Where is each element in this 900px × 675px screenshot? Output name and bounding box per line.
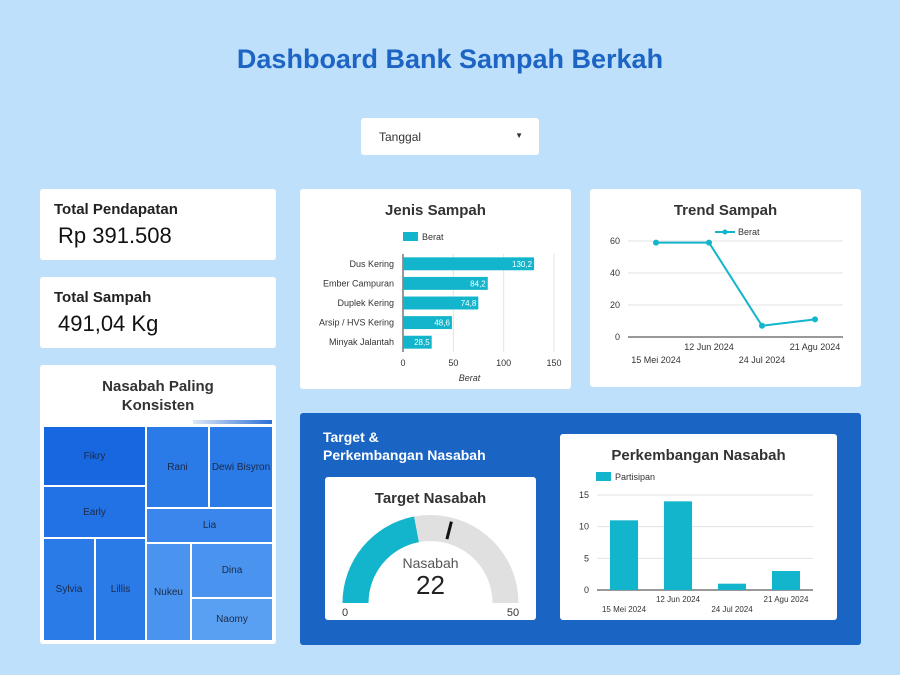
treemap-cell[interactable]: Dina [191,543,273,598]
bar [403,276,488,290]
legend-swatch [403,232,418,241]
perkembangan-chart: Partisipan 0 5 10 15 15 Mei 2024 12 Jun 2024 24… [579,472,813,614]
treemap: Fikry Rani Dewi Bisyron Early Lia Sylvia… [43,426,273,641]
x-tick-label: 21 Agu 2024 [790,342,841,352]
treemap-cell[interactable]: Nukeu [146,543,191,641]
gauge-min-label: 0 [342,607,348,619]
x-tick-label: 12 Jun 2024 [684,342,734,352]
gauge-card: Target Nasabah Nasabah 22 0 50 [325,477,536,620]
target-panel-title-line2: Perkembangan Nasabah [323,447,486,463]
y-tick-label: 0 [584,585,589,595]
treemap-cell[interactable]: Sylvia [43,538,95,641]
gauge-label: Nasabah [402,555,458,571]
category-label: Ember Campuran [323,278,394,288]
treemap-card: Nasabah Paling Konsisten Fikry Rani Dewi… [40,365,276,644]
trend-sampah-title: Trend Sampah [673,202,778,219]
legend-label: Berat [738,227,760,237]
treemap-cell[interactable]: Lia [146,508,273,543]
legend-marker [722,229,728,235]
x-tick-label: 24 Jul 2024 [739,355,786,365]
jenis-sampah-card: Jenis Sampah Berat 0 50 100 150 Berat 130,2 Dus… [300,189,571,389]
bar-value-label: 48,6 [434,319,450,328]
x-tick-label: 15 Mei 2024 [602,605,647,614]
data-point [706,239,712,246]
bar-value-label: 74,8 [461,299,477,308]
category-label: Dus Kering [349,259,394,269]
y-tick-label: 5 [584,553,589,563]
series-line [656,241,816,327]
x-axis-title: Berat [459,373,481,383]
gauge-title: Target Nasabah [374,490,487,507]
bar [663,501,693,590]
kpi-value: 491,04 Kg [58,311,159,336]
y-tick-label: 0 [615,332,620,342]
kpi-label: Total Pendapatan [54,201,178,218]
y-tick-label: 60 [610,236,620,246]
bar [403,316,452,330]
caret-down-icon: ▼ [515,131,523,140]
bar-value-label: 130,2 [512,260,533,269]
bar [403,257,535,271]
bar [771,571,801,590]
treemap-title-line1: Nasabah Paling [102,378,214,395]
y-tick-label: 10 [579,522,589,532]
treemap-cell[interactable]: Lillis [95,538,146,641]
category-label: Arsip / HVS Kering [319,318,394,328]
treemap-cell[interactable]: Naomy [191,598,273,641]
kpi-label: Total Sampah [54,289,152,306]
date-filter-dropdown[interactable]: Tanggal ▼ [361,118,539,155]
legend-label: Berat [422,232,444,242]
x-tick-label: 100 [496,358,511,368]
date-filter-label: Tanggal [379,130,422,144]
bar [609,520,639,590]
jenis-sampah-title: Jenis Sampah [385,202,486,219]
x-tick-label: 12 Jun 2024 [656,595,701,604]
x-tick-label: 24 Jul 2024 [711,605,753,614]
treemap-title: Nasabah Paling Konsisten [40,377,276,415]
x-tick-label: 50 [448,358,458,368]
bar-value-label: 28,5 [414,338,430,347]
category-label: Minyak Jalantah [329,337,394,347]
bar-value-label: 84,2 [470,279,486,288]
page-title: Dashboard Bank Sampah Berkah [236,44,664,74]
kpi-card-sampah: Total Sampah 491,04 Kg [40,277,276,348]
y-tick-label: 40 [610,268,620,278]
treemap-cell[interactable]: Early [43,486,146,538]
gauge-fill [342,516,419,603]
target-panel-title: Target & Perkembangan Nasabah [323,428,486,464]
perkembangan-card: Perkembangan Nasabah Partisipan 0 5 10 15 15 … [560,434,837,620]
perkembangan-title: Perkembangan Nasabah [611,447,786,464]
kpi-value: Rp 391.508 [58,223,172,248]
bar [403,335,432,349]
treemap-title-line2: Konsisten [121,397,195,414]
legend-swatch [596,472,611,481]
data-point [759,322,765,329]
y-tick-label: 20 [610,300,620,310]
gauge-value: 22 [416,570,445,600]
bar [403,296,479,310]
gauge-target-marker [445,521,453,540]
x-tick-label: 0 [400,358,405,368]
y-tick-label: 15 [579,490,589,500]
treemap-cell[interactable]: Rani [146,426,209,508]
target-panel-title-line1: Target & [323,429,379,445]
data-point [653,239,659,246]
legend-label: Partisipan [615,472,655,482]
trend-sampah-card: Trend Sampah Berat 0 20 40 60 15 Mei 2024 12 J… [590,189,861,387]
x-tick-label: 150 [546,358,561,368]
jenis-sampah-chart: Berat 0 50 100 150 Berat 130,2 Dus Kering 84,2 Em… [319,232,562,383]
treemap-cell[interactable]: Dewi Bisyron [209,426,273,508]
treemap-cell[interactable]: Fikry [43,426,146,486]
category-label: Duplek Kering [337,298,394,308]
treemap-color-legend [193,420,272,424]
gauge-max-label: 50 [507,607,519,619]
x-tick-label: 21 Agu 2024 [764,595,809,604]
kpi-card-pendapatan: Total Pendapatan Rp 391.508 [40,189,276,260]
x-tick-label: 15 Mei 2024 [631,355,681,365]
data-point [812,316,818,323]
bar [717,583,747,590]
target-panel: Target & Perkembangan Nasabah Target Nas… [300,413,861,645]
